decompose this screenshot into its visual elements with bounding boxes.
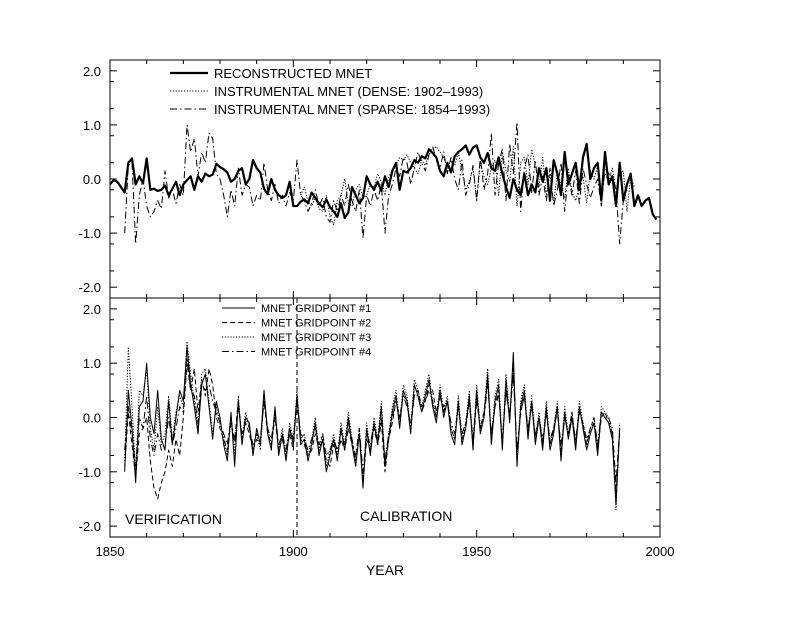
top-y-tick-label: 0.0	[83, 172, 101, 187]
bottom-legend-label-4: MNET GRIDPOINT #4	[261, 347, 371, 359]
top-series-3-line	[124, 121, 628, 245]
annotation-verification: VERIFICATION	[125, 511, 222, 527]
bottom-series-4-line	[124, 357, 621, 484]
bottom-y-tick-label: -1.0	[79, 465, 101, 480]
top-panel-legend: RECONSTRUCTED MNET INSTRUMENTAL MNET (DEN…	[170, 66, 490, 117]
bottom-series-2-line	[124, 362, 621, 500]
bottom-y-tick-label: 1.0	[83, 356, 101, 371]
bottom-y-tick-label: 0.0	[83, 411, 101, 426]
bottom-legend-label-1: MNET GRIDPOINT #1	[261, 303, 371, 315]
top-legend-label-3: INSTRUMENTAL MNET (SPARSE: 1854–1993)	[214, 102, 490, 117]
top-y-tick-label: 2.0	[83, 64, 101, 79]
top-legend-label-1: RECONSTRUCTED MNET	[214, 66, 372, 81]
bottom-legend-label-3: MNET GRIDPOINT #3	[261, 332, 371, 344]
x-axis-label: YEAR	[366, 562, 404, 578]
bottom-legend-label-2: MNET GRIDPOINT #2	[261, 318, 371, 330]
top-y-tick-label: -2.0	[79, 280, 101, 295]
x-tick-label: 1850	[96, 544, 125, 559]
bottom-y-tick-label: 2.0	[83, 302, 101, 317]
top-panel-series	[109, 121, 658, 245]
x-tick-label: 1950	[462, 544, 491, 559]
top-legend-label-2: INSTRUMENTAL MNET (DENSE: 1902–1993)	[214, 84, 483, 99]
bottom-panel-ticks: -2.0 -1.0 0.0 1.0 2.0	[79, 298, 661, 537]
top-y-tick-label: -1.0	[79, 226, 101, 241]
annotation-calibration: CALIBRATION	[360, 508, 452, 524]
top-series-2-line	[300, 146, 635, 226]
bottom-y-tick-label: -2.0	[79, 519, 101, 534]
x-axis: 1850 1900 1950 2000	[96, 544, 675, 559]
bottom-panel: -2.0-1.00.01.02.0 MNET GRIDPOINT #1MNET …	[79, 297, 661, 538]
x-tick-label: 2000	[646, 544, 675, 559]
top-panel: -2.0 -1.0 0.0 1.0 2.0 RECONSTRUCTED MNET INST…	[79, 59, 661, 299]
bottom-panel-series	[124, 340, 621, 511]
top-series-1-line	[109, 142, 658, 221]
bottom-panel-legend: MNET GRIDPOINT #1 MNET GRIDPOINT #2 MNET G…	[222, 303, 371, 359]
x-tick-label: 1900	[279, 544, 308, 559]
top-y-tick-label: 1.0	[83, 118, 101, 133]
top-panel-ticks: -2.0 -1.0 0.0 1.0 2.0	[79, 60, 661, 298]
